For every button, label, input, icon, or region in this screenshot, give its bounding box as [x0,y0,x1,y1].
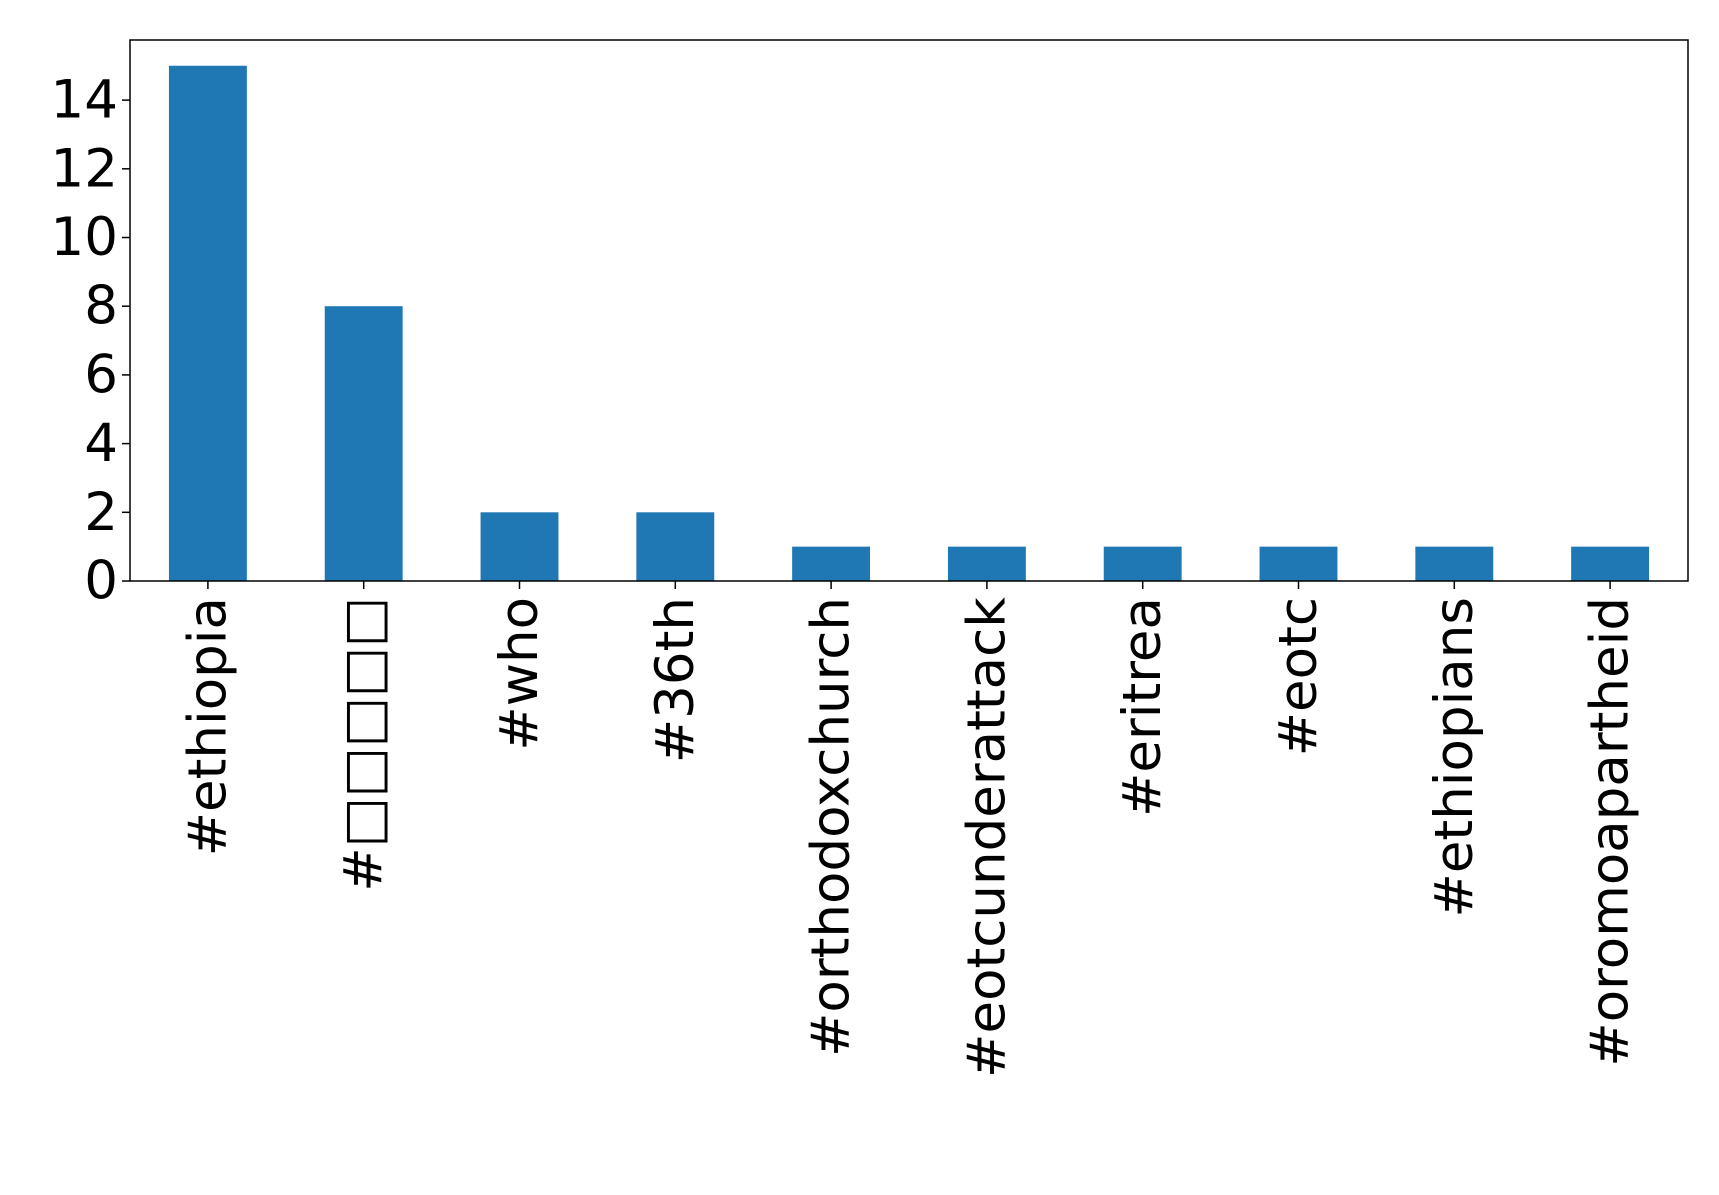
bar [792,546,871,581]
y-axis: 0 2 4 6 8 10 12 14 [51,70,130,612]
bar [324,306,403,581]
x-tick-label: #□□□□□ [333,597,394,892]
x-tick-label: #eotc [1268,597,1329,756]
x-tick-label: #eotcunderattack [956,597,1017,1078]
bar [168,65,247,581]
x-tick-label: #orthodoxchurch [801,597,862,1057]
x-tick-label: #eritrea [1112,597,1173,817]
y-tick-label: 2 [84,482,118,543]
x-tick-label: #ethiopia [177,597,238,856]
x-tick-label: #who [489,597,550,751]
y-tick-label: 0 [84,551,118,612]
bar [480,512,559,581]
bar [1415,546,1494,581]
y-tick-label: 6 [84,344,118,405]
bar [947,546,1026,581]
y-tick-label: 4 [84,413,118,474]
y-tick-label: 14 [51,70,118,131]
bar [1103,546,1182,581]
plot-frame [129,39,1689,582]
x-tick-label: #ethiopians [1424,597,1485,918]
bars-group [168,65,1650,581]
bar [1571,546,1650,581]
y-tick-label: 12 [51,138,118,199]
x-tick-label: #36th [645,597,706,763]
bar [1259,546,1338,581]
bar [636,512,715,581]
y-tick-label: 10 [51,207,118,268]
x-tick-label: #oromoapartheid [1580,597,1641,1067]
y-tick-label: 8 [84,276,118,337]
x-axis: #ethiopia #□□□□□ #who #36th #orthodoxchurch #… [177,581,1641,1078]
